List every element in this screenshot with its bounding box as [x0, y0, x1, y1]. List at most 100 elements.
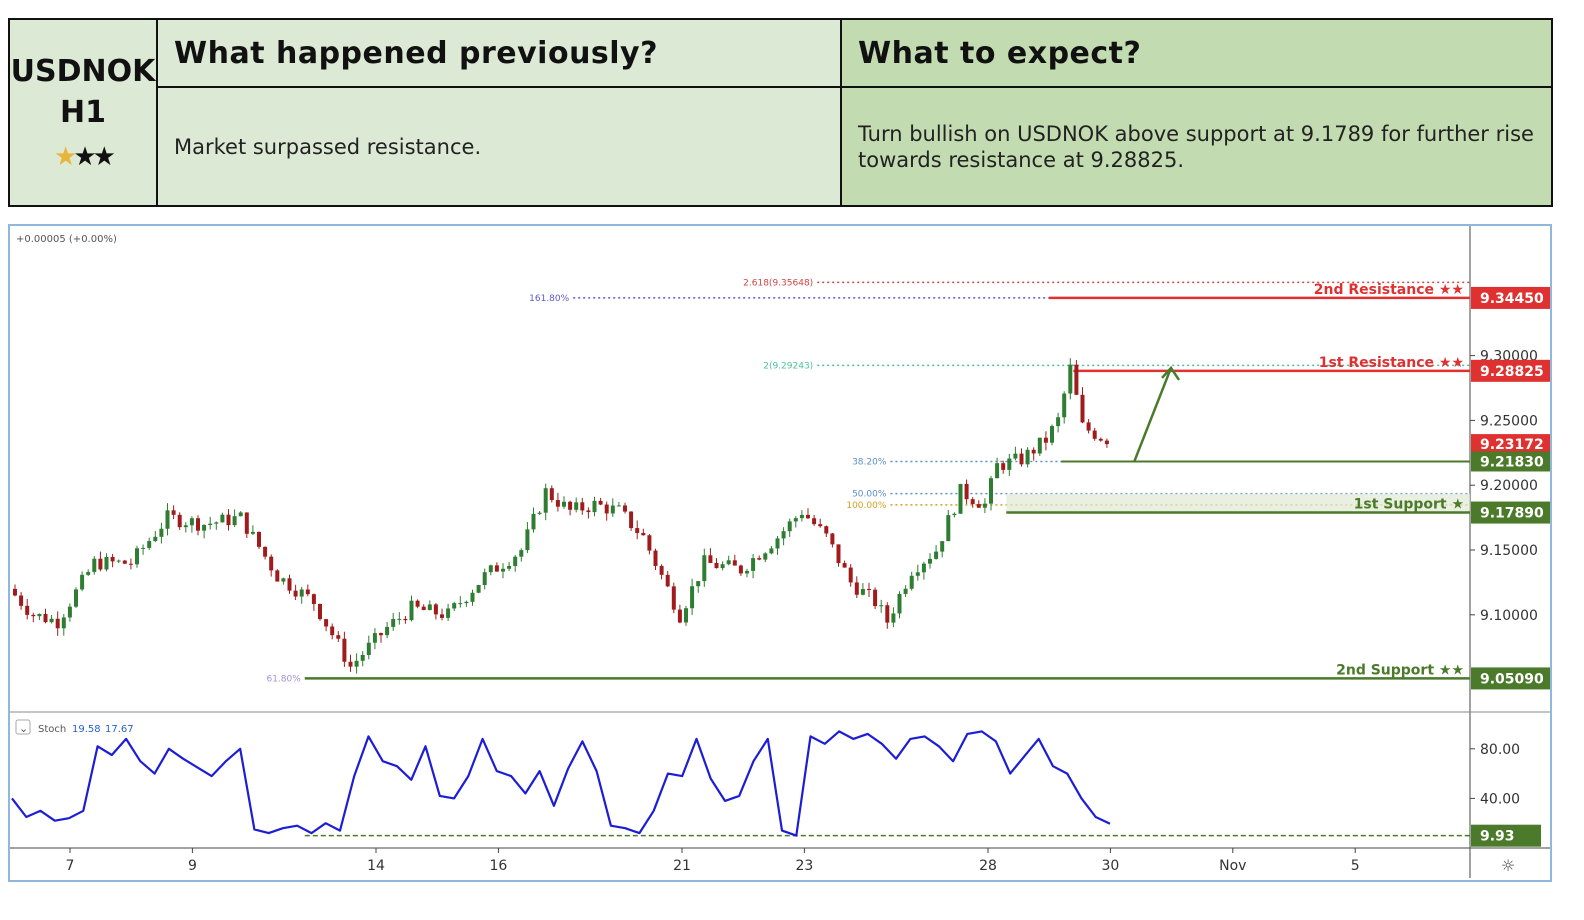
candle-body: [427, 604, 432, 611]
candle-body: [964, 483, 969, 500]
candle-body: [616, 505, 621, 507]
candle-body: [934, 551, 939, 559]
resistance-price-label: 9.28825: [1480, 364, 1544, 380]
fib-level-label: 38.20%: [852, 457, 887, 467]
stoch-name: Stoch: [38, 724, 66, 735]
candle-body: [604, 504, 609, 514]
price-tick-label: 9.15000: [1480, 543, 1538, 559]
candle-body: [885, 605, 890, 623]
candle-body: [305, 589, 310, 595]
candle-body: [208, 523, 213, 525]
candle-body: [714, 562, 719, 569]
candle-body: [409, 600, 414, 621]
fib-level-label: 2(9.29243): [763, 361, 813, 371]
time-tick-label: 7: [66, 858, 75, 874]
candle-body: [318, 604, 322, 620]
candle-body: [952, 513, 957, 516]
star-icon: ★: [73, 141, 96, 172]
candle-body: [183, 525, 188, 528]
current-price-badge: [1471, 434, 1550, 455]
previous-header: What happened previously?: [156, 18, 842, 88]
candle-body: [1025, 449, 1030, 465]
candle-body: [25, 605, 30, 615]
candle-body: [562, 501, 566, 507]
candle-body: [915, 572, 920, 576]
star-icon: ★: [92, 141, 116, 172]
collapse-indicator-button[interactable]: [15, 719, 31, 735]
candle-body: [519, 550, 524, 557]
fib-level-label: 2.618(9.35648): [743, 278, 813, 288]
candle-body: [732, 560, 737, 566]
fib-level-label: 50.00%: [852, 490, 887, 500]
candle-body: [574, 502, 579, 510]
candle-body: [580, 502, 585, 511]
support-level-name: 1st Support ★: [1354, 497, 1464, 513]
candle-body: [403, 618, 408, 621]
fib-level-label: 100.00%: [846, 501, 886, 511]
candle-body: [135, 548, 139, 565]
candle-body: [31, 614, 36, 617]
price-tick-label: 9.20000: [1480, 478, 1538, 494]
candle-body: [257, 531, 261, 547]
candle-body: [745, 570, 749, 574]
candle-body: [1074, 364, 1079, 395]
candle-body: [537, 512, 542, 514]
current-price-label: 9.23172: [1480, 437, 1544, 453]
candle-body: [928, 558, 932, 564]
stoch-level-badge: [1471, 824, 1541, 847]
candle-body: [830, 533, 835, 545]
resistance-level-name: 2nd Resistance ★★: [1314, 282, 1464, 298]
candle-body: [147, 541, 152, 548]
candle-body: [726, 560, 731, 565]
candle-body: [592, 500, 597, 513]
candle-body: [440, 614, 444, 618]
candle-body: [122, 560, 127, 564]
candle-body: [1062, 393, 1067, 418]
candle-body: [476, 585, 481, 593]
candle-body: [568, 501, 573, 510]
candle-body: [836, 544, 841, 564]
candle-body: [610, 505, 615, 514]
candle-body: [708, 555, 713, 563]
stoch-tick-label: 80.00: [1480, 742, 1520, 758]
candle-body: [775, 538, 780, 549]
candle-body: [49, 618, 54, 623]
pair-cell: USDNOK H1 ★★★: [8, 18, 158, 207]
time-tick-label: 23: [795, 858, 813, 874]
candle-body: [665, 574, 670, 587]
candle-body: [128, 563, 133, 565]
candle-body: [1086, 422, 1091, 431]
candle-body: [482, 572, 487, 586]
candle-body: [909, 575, 914, 589]
candle-body: [67, 606, 72, 618]
candle-body: [299, 589, 304, 597]
candle-body: [982, 503, 987, 508]
candle-body: [787, 521, 792, 532]
resistance-price-badge: [1471, 286, 1550, 309]
stoch-tick-label: 40.00: [1480, 791, 1520, 807]
candle-body: [720, 564, 725, 569]
candle-body: [452, 603, 457, 609]
candle-body: [751, 558, 756, 571]
support-price-label: 9.17890: [1480, 506, 1544, 522]
candle-body: [677, 609, 682, 623]
candle-body: [763, 553, 768, 560]
candle-body: [110, 556, 115, 562]
candle-body: [287, 578, 292, 591]
candle-body: [397, 618, 402, 620]
candle-body: [238, 512, 243, 517]
candle-body: [1098, 438, 1103, 441]
current-price-badge: [1471, 451, 1550, 472]
candle-body: [995, 463, 1000, 479]
time-tick-label: 21: [673, 858, 691, 874]
candle-body: [501, 568, 505, 572]
candle-body: [696, 581, 701, 587]
candle-body: [555, 500, 560, 507]
candle-body: [311, 594, 316, 605]
candle-body: [812, 518, 817, 525]
candle-body: [1104, 440, 1109, 445]
candle-body: [385, 626, 390, 636]
candle-body: [543, 488, 548, 513]
candle-body: [586, 510, 591, 513]
candle-body: [324, 619, 329, 627]
